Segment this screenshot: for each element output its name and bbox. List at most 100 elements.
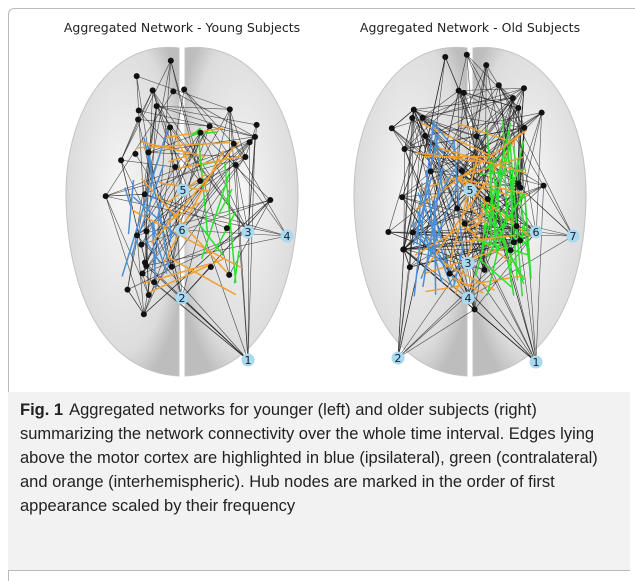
node: [207, 123, 213, 129]
node: [135, 116, 141, 122]
node: [483, 62, 489, 68]
node: [150, 87, 156, 93]
hub-label: 4: [465, 292, 472, 305]
node: [521, 85, 527, 91]
hub-label: 6: [179, 224, 186, 237]
node: [428, 168, 434, 174]
node: [227, 106, 233, 112]
node: [143, 228, 149, 234]
figure-page: Aggregated Network - Young Subjects Aggr…: [0, 0, 635, 580]
node: [482, 267, 488, 273]
node: [231, 141, 237, 147]
hemisphere: [185, 47, 298, 376]
node: [103, 193, 109, 199]
node: [517, 237, 523, 243]
node: [134, 73, 140, 79]
node: [267, 197, 273, 203]
node: [197, 130, 203, 136]
node: [485, 196, 491, 202]
node: [143, 263, 149, 269]
hub-label: 3: [245, 226, 252, 239]
node: [254, 122, 260, 128]
node: [146, 292, 152, 298]
node: [401, 246, 407, 252]
node: [233, 162, 239, 168]
node: [138, 242, 144, 248]
node: [132, 151, 138, 157]
node: [224, 225, 230, 231]
node: [517, 185, 523, 191]
node: [515, 105, 521, 111]
figure-image: Aggregated Network - Young Subjects Aggr…: [0, 0, 635, 392]
hemisphere: [354, 47, 467, 376]
hub-label: 2: [395, 352, 402, 365]
hub-label: 1: [245, 354, 252, 367]
node: [170, 88, 176, 94]
hub-label: 6: [533, 226, 540, 239]
node: [151, 279, 157, 285]
node: [508, 247, 514, 253]
node: [402, 146, 408, 152]
node: [389, 125, 395, 131]
node: [447, 271, 453, 277]
node: [422, 133, 428, 139]
highlight-edge: [170, 210, 171, 242]
node: [181, 87, 187, 93]
hub-label: 3: [465, 257, 472, 270]
node: [411, 107, 417, 113]
node: [154, 103, 160, 109]
node: [118, 157, 124, 163]
caption-label: Fig. 1: [20, 401, 63, 419]
hub-label: 7: [570, 230, 577, 243]
node: [496, 82, 502, 88]
node: [410, 229, 416, 235]
node: [514, 223, 520, 229]
hub-label: 2: [179, 292, 186, 305]
node: [145, 149, 151, 155]
node: [242, 154, 248, 160]
node: [385, 229, 391, 235]
node: [140, 270, 146, 276]
node: [197, 178, 203, 184]
hub-label: 5: [180, 184, 187, 197]
node: [454, 205, 460, 211]
node: [168, 58, 174, 64]
node: [169, 264, 175, 270]
node: [247, 139, 253, 145]
brain: [66, 47, 298, 376]
node: [472, 306, 478, 312]
node: [539, 110, 545, 116]
node: [142, 191, 148, 197]
node: [172, 164, 178, 170]
node: [136, 107, 142, 113]
node: [226, 272, 232, 278]
hub-label: 5: [467, 184, 474, 197]
node: [125, 287, 131, 293]
node: [474, 133, 480, 139]
panel-title: Aggregated Network - Young Subjects: [64, 20, 300, 35]
node: [141, 311, 147, 317]
hub-label: 4: [284, 230, 291, 243]
panel-title: Aggregated Network - Old Subjects: [360, 20, 580, 35]
node: [442, 54, 448, 60]
page: {"panels":[{"title":"Aggregated Network …: [0, 0, 635, 580]
node: [407, 264, 413, 270]
node: [464, 52, 470, 58]
node: [462, 221, 468, 227]
node: [510, 95, 516, 101]
node: [521, 125, 527, 131]
node: [252, 134, 258, 140]
caption-text: Aggregated networks for younger (left) a…: [20, 401, 598, 515]
node: [461, 90, 467, 96]
node: [167, 124, 173, 130]
node: [420, 115, 426, 121]
node: [208, 264, 214, 270]
node: [541, 183, 547, 189]
node: [399, 194, 405, 200]
node: [511, 239, 517, 245]
node: [409, 115, 415, 121]
node: [459, 168, 465, 174]
hub-label: 1: [533, 356, 540, 369]
node: [134, 232, 140, 238]
